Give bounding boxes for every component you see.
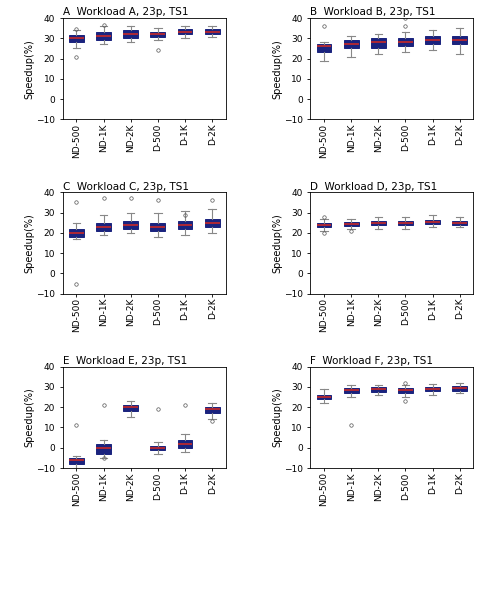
Y-axis label: Speedup(%): Speedup(%) — [25, 388, 35, 447]
PathPatch shape — [69, 458, 84, 464]
Text: F  Workload F, 23p, TS1: F Workload F, 23p, TS1 — [311, 356, 433, 366]
PathPatch shape — [344, 222, 358, 226]
PathPatch shape — [69, 229, 84, 237]
Y-axis label: Speedup(%): Speedup(%) — [25, 213, 35, 273]
PathPatch shape — [178, 29, 192, 34]
PathPatch shape — [96, 32, 111, 40]
PathPatch shape — [150, 32, 165, 37]
PathPatch shape — [371, 387, 386, 392]
PathPatch shape — [398, 38, 413, 46]
PathPatch shape — [452, 386, 467, 391]
Y-axis label: Speedup(%): Speedup(%) — [272, 39, 283, 98]
PathPatch shape — [123, 221, 138, 229]
PathPatch shape — [452, 36, 467, 44]
PathPatch shape — [123, 405, 138, 411]
PathPatch shape — [371, 221, 386, 225]
Text: B  Workload B, 23p, TS1: B Workload B, 23p, TS1 — [311, 7, 436, 17]
Text: C  Workload C, 23p, TS1: C Workload C, 23p, TS1 — [63, 182, 189, 191]
PathPatch shape — [69, 35, 84, 43]
PathPatch shape — [344, 388, 358, 393]
PathPatch shape — [150, 223, 165, 231]
PathPatch shape — [123, 30, 138, 38]
Text: D  Workload D, 23p, TS1: D Workload D, 23p, TS1 — [311, 182, 438, 191]
PathPatch shape — [452, 221, 467, 225]
PathPatch shape — [316, 44, 331, 52]
Text: A  Workload A, 23p, TS1: A Workload A, 23p, TS1 — [63, 7, 188, 17]
PathPatch shape — [316, 223, 331, 227]
Y-axis label: Speedup(%): Speedup(%) — [272, 388, 283, 447]
PathPatch shape — [96, 443, 111, 454]
PathPatch shape — [425, 36, 440, 44]
PathPatch shape — [398, 388, 413, 393]
PathPatch shape — [205, 29, 220, 34]
Text: E  Workload E, 23p, TS1: E Workload E, 23p, TS1 — [63, 356, 187, 366]
PathPatch shape — [178, 440, 192, 448]
Y-axis label: Speedup(%): Speedup(%) — [25, 39, 35, 98]
PathPatch shape — [316, 395, 331, 399]
PathPatch shape — [344, 40, 358, 49]
PathPatch shape — [425, 220, 440, 224]
PathPatch shape — [425, 387, 440, 391]
PathPatch shape — [178, 221, 192, 229]
PathPatch shape — [205, 218, 220, 227]
PathPatch shape — [205, 407, 220, 413]
PathPatch shape — [96, 223, 111, 231]
PathPatch shape — [150, 446, 165, 450]
PathPatch shape — [398, 221, 413, 225]
Y-axis label: Speedup(%): Speedup(%) — [272, 213, 283, 273]
PathPatch shape — [371, 38, 386, 49]
